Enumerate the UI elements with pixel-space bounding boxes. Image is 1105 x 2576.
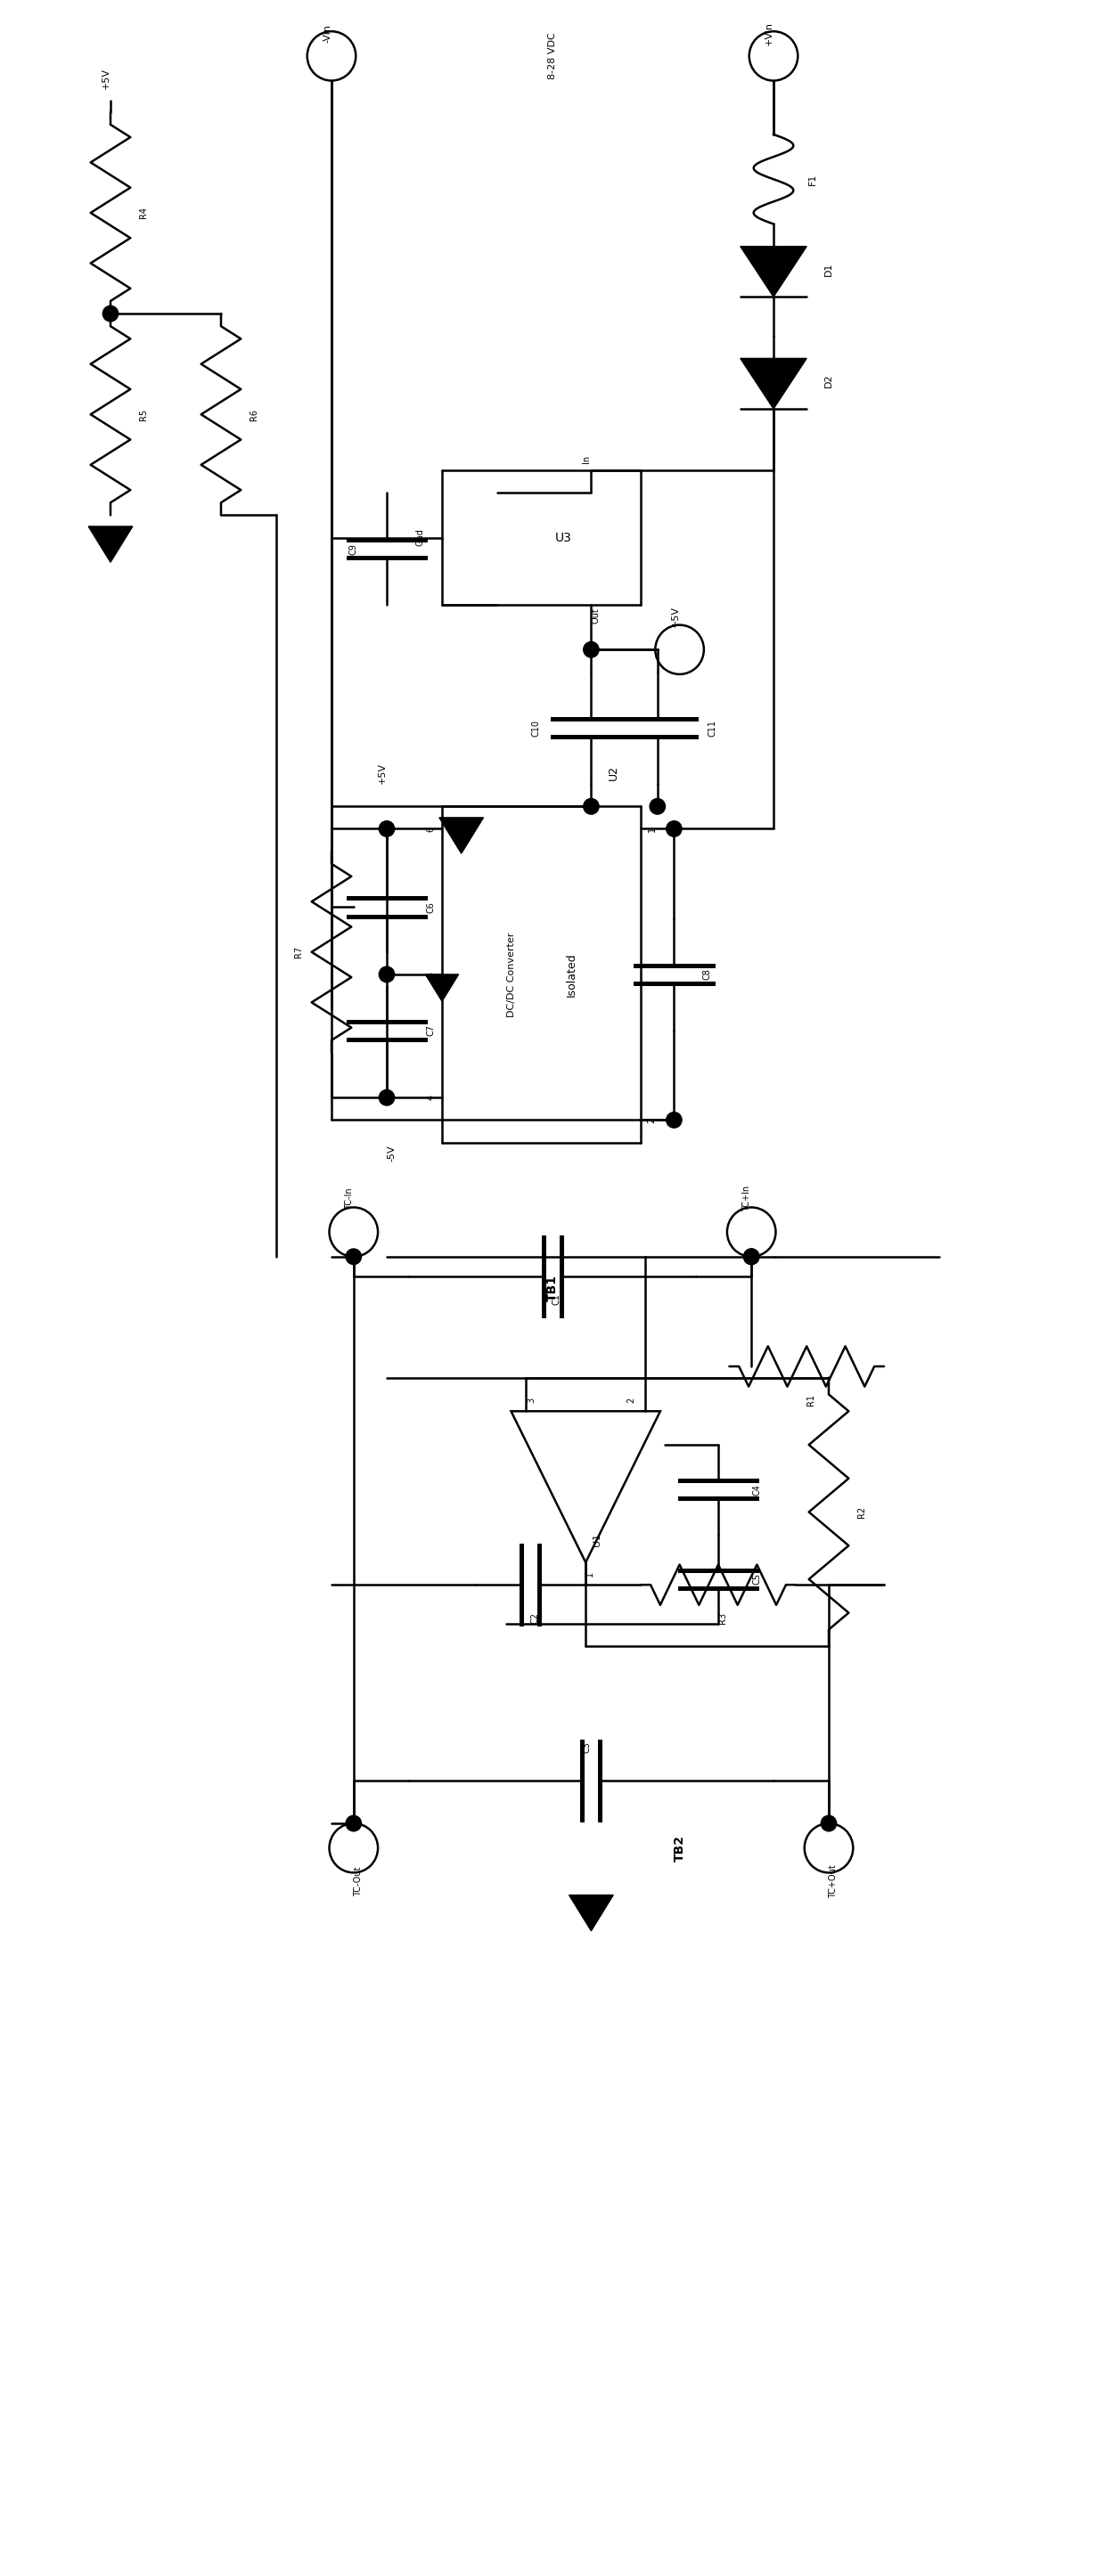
Circle shape bbox=[583, 641, 599, 657]
Text: R6: R6 bbox=[250, 410, 259, 420]
Text: +5V: +5V bbox=[102, 67, 110, 90]
Text: D2: D2 bbox=[824, 374, 833, 389]
Text: TC+Out: TC+Out bbox=[829, 1865, 838, 1899]
Text: C5: C5 bbox=[753, 1574, 761, 1584]
Text: C11: C11 bbox=[708, 719, 717, 737]
Circle shape bbox=[744, 1249, 759, 1265]
Circle shape bbox=[583, 799, 599, 814]
Text: C2: C2 bbox=[530, 1613, 539, 1625]
Text: 5: 5 bbox=[427, 971, 435, 976]
Circle shape bbox=[666, 822, 682, 837]
Circle shape bbox=[346, 1249, 361, 1265]
Polygon shape bbox=[440, 817, 484, 853]
Polygon shape bbox=[88, 526, 133, 562]
Circle shape bbox=[821, 1816, 836, 1832]
Circle shape bbox=[103, 307, 118, 322]
Circle shape bbox=[744, 1249, 759, 1265]
Text: 1: 1 bbox=[586, 1571, 594, 1577]
Text: 2: 2 bbox=[627, 1396, 635, 1404]
Text: 4: 4 bbox=[427, 1095, 435, 1100]
Circle shape bbox=[379, 966, 394, 981]
Text: -Vin: -Vin bbox=[323, 23, 332, 44]
Text: TC-Out: TC-Out bbox=[354, 1868, 362, 1896]
Text: +5V: +5V bbox=[378, 762, 387, 783]
Text: TB1: TB1 bbox=[546, 1275, 559, 1301]
Text: 6: 6 bbox=[427, 827, 435, 832]
Text: R5: R5 bbox=[139, 410, 148, 420]
Text: U1: U1 bbox=[592, 1533, 601, 1546]
Text: D1: D1 bbox=[824, 263, 833, 276]
Text: R4: R4 bbox=[139, 206, 148, 219]
Text: C4: C4 bbox=[753, 1484, 761, 1494]
Polygon shape bbox=[740, 247, 807, 296]
Text: +Vin: +Vin bbox=[765, 21, 773, 46]
Text: 3: 3 bbox=[527, 1396, 536, 1404]
Text: R1: R1 bbox=[807, 1394, 815, 1406]
Text: C6: C6 bbox=[427, 902, 435, 912]
Text: C8: C8 bbox=[703, 969, 712, 979]
Text: DC/DC Converter: DC/DC Converter bbox=[507, 933, 516, 1018]
Text: Gnd: Gnd bbox=[415, 528, 424, 546]
Polygon shape bbox=[425, 974, 459, 1002]
Text: U3: U3 bbox=[555, 531, 572, 544]
Circle shape bbox=[346, 1816, 361, 1832]
Text: C7: C7 bbox=[427, 1025, 435, 1036]
Text: TB2: TB2 bbox=[673, 1834, 686, 1862]
Text: C9: C9 bbox=[349, 544, 358, 554]
Circle shape bbox=[379, 822, 394, 837]
Text: C10: C10 bbox=[532, 719, 540, 737]
Text: TC+In: TC+In bbox=[743, 1185, 751, 1211]
Text: C1: C1 bbox=[552, 1293, 561, 1306]
Circle shape bbox=[650, 799, 665, 814]
Circle shape bbox=[379, 1090, 394, 1105]
Text: Out: Out bbox=[591, 608, 600, 623]
Polygon shape bbox=[569, 1896, 613, 1932]
Text: R3: R3 bbox=[718, 1613, 727, 1625]
Text: R7: R7 bbox=[294, 945, 303, 958]
Text: TC-In: TC-In bbox=[345, 1188, 354, 1208]
Text: +5V: +5V bbox=[671, 605, 680, 626]
Text: -5V: -5V bbox=[387, 1146, 396, 1162]
Text: In: In bbox=[582, 456, 591, 464]
Text: U2: U2 bbox=[608, 765, 619, 781]
Text: 1: 1 bbox=[648, 827, 656, 832]
Text: 2: 2 bbox=[648, 1118, 656, 1123]
Text: F1: F1 bbox=[808, 173, 817, 185]
Text: Isolated: Isolated bbox=[566, 953, 577, 997]
Text: 8-28 VDC: 8-28 VDC bbox=[548, 33, 557, 80]
Circle shape bbox=[666, 1113, 682, 1128]
Text: C3: C3 bbox=[582, 1741, 591, 1752]
Text: R2: R2 bbox=[857, 1507, 866, 1517]
Polygon shape bbox=[740, 358, 807, 410]
